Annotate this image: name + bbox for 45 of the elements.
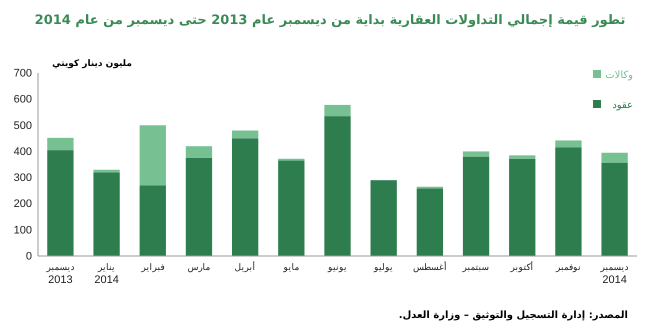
bar <box>416 188 444 256</box>
x-tick-label: سبتمبر <box>462 262 490 273</box>
bar <box>232 138 258 256</box>
x-tick-label: يوليو <box>373 262 394 273</box>
x-tick-label: يونيو <box>327 262 347 273</box>
bar <box>370 180 397 256</box>
text: المصدر: إدارة التسجيل والتوثيق – وزارة العدل. <box>398 310 628 321</box>
y-tick-label: 200 <box>14 198 32 210</box>
x-tick-label: فبراير <box>140 262 164 273</box>
y-tick-label: 500 <box>14 120 32 132</box>
x-tick-label: مارس <box>187 262 210 273</box>
bar <box>232 130 258 138</box>
bar <box>186 146 212 158</box>
bar <box>140 185 166 256</box>
y-tick-label: 100 <box>14 224 32 236</box>
x-tick-label: مايو <box>282 262 300 273</box>
x-tick-label: أبريل <box>234 260 256 273</box>
legend-label: وكالات <box>605 70 634 81</box>
bar <box>462 156 490 256</box>
y-tick-label: 600 <box>14 94 32 106</box>
y-tick-label: 300 <box>14 172 32 184</box>
x-tick-label: أكتوبر <box>510 260 534 273</box>
y-tick-label: 0 <box>26 250 32 263</box>
bar <box>509 158 536 256</box>
x-tick-label: نوفمبر <box>554 262 581 273</box>
bar <box>601 162 628 256</box>
bar <box>93 172 120 256</box>
bar <box>278 160 304 256</box>
bar <box>555 140 582 148</box>
bar <box>93 170 120 172</box>
bar <box>555 148 582 256</box>
bar <box>462 151 490 157</box>
y-tick-label: 400 <box>14 146 32 158</box>
bar <box>186 158 212 256</box>
bar <box>324 116 351 256</box>
y-axis-title: مليون دينار كويتي <box>52 59 132 69</box>
chart-title: تطور قيمة إجمالي التداولات العقارية بداية من ديسمبر عام 2013 حتى ديسمبر من عام 2014 <box>34 13 626 28</box>
bar <box>47 138 74 150</box>
x-tick-label: أغسطس <box>412 260 447 273</box>
bar <box>47 150 74 256</box>
legend-label: عقود <box>612 100 633 111</box>
bar <box>601 152 628 163</box>
y-tick-label: 700 <box>14 68 32 80</box>
bar <box>140 125 166 186</box>
bar <box>324 104 351 116</box>
